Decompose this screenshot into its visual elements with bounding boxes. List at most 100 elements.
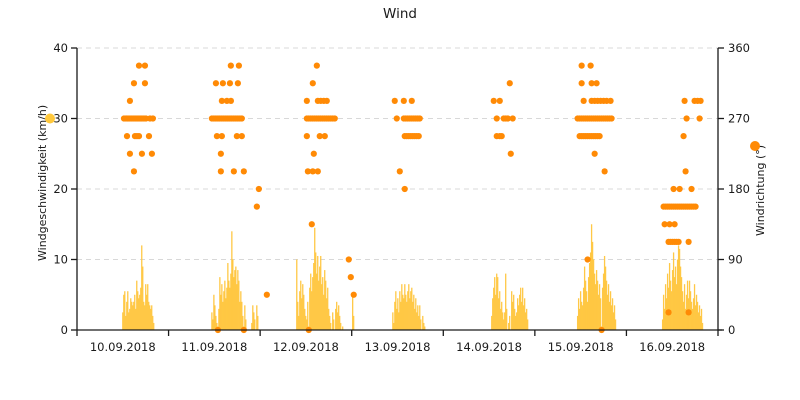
wind-speed-bar	[492, 298, 494, 330]
wind-direction-dot	[587, 62, 594, 69]
wind-speed-bar	[132, 305, 134, 330]
wind-speed-bar	[296, 259, 298, 330]
wind-speed-bar	[323, 294, 325, 330]
wind-speed-bar	[678, 248, 681, 330]
wind-direction-dot	[331, 115, 338, 122]
wind-speed-bar	[692, 298, 695, 330]
wind-speed-bar	[609, 291, 612, 330]
wind-speed-bar	[668, 263, 671, 330]
wind-direction-dot	[680, 133, 687, 140]
wind-speed-legend-marker	[45, 113, 55, 124]
wind-direction-dot	[593, 80, 600, 87]
wind-speed-bar	[307, 301, 309, 330]
wind-speed-bar	[663, 308, 666, 330]
wind-direction-dot	[310, 150, 317, 157]
x-axis-date-label: 10.09.2018	[90, 340, 156, 354]
wind-speed-bar	[211, 312, 213, 330]
wind-speed-bar	[503, 319, 505, 330]
wind-speed-bar	[680, 277, 683, 330]
wind-direction-dot	[212, 80, 220, 87]
wind-speed-bar	[696, 301, 699, 330]
wind-speed-bar	[144, 305, 146, 330]
wind-speed-bar	[224, 280, 226, 330]
wind-speed-bar	[316, 273, 318, 330]
wind-speed-bar	[314, 227, 316, 330]
wind-speed-bar	[318, 280, 320, 330]
wind-direction-dot	[149, 115, 157, 122]
wind-speed-bar	[137, 291, 139, 330]
wind-speed-bar	[518, 305, 520, 330]
left-axis-tick-label: 20	[53, 182, 68, 196]
wind-speed-bar	[605, 280, 608, 330]
left-axis-tick-label: 10	[53, 253, 68, 267]
wind-direction-dot	[323, 97, 330, 104]
wind-speed-bar	[511, 291, 513, 330]
wind-speed-bar	[220, 294, 222, 330]
wind-direction-dot	[580, 97, 587, 104]
wind-speed-bar	[327, 287, 329, 330]
wind-speed-bar	[313, 263, 315, 330]
wind-direction-dot	[148, 150, 156, 157]
wind-direction-dot	[130, 168, 138, 175]
x-axis-date-label: 14.09.2018	[456, 340, 522, 354]
wind-speed-bar	[253, 312, 255, 330]
left-axis-tick-label: 40	[53, 41, 68, 55]
wind-speed-bar	[505, 273, 507, 330]
x-axis-date-label: 12.09.2018	[273, 340, 339, 354]
wind-direction-dot	[347, 274, 354, 281]
wind-direction-dot	[498, 133, 505, 140]
wind-speed-bar	[404, 284, 406, 330]
wind-direction-dot	[130, 80, 138, 87]
wind-speed-bar	[134, 294, 136, 330]
wind-speed-bar	[352, 294, 354, 330]
wind-direction-dot	[596, 133, 603, 140]
wind-speed-bar	[576, 315, 579, 330]
wind-speed-bar	[122, 312, 124, 330]
wind-speed-bar	[242, 315, 244, 330]
wind-speed-bar	[688, 280, 691, 330]
wind-speed-bar	[406, 301, 408, 330]
wind-speed-bar	[227, 263, 229, 330]
wind-speed-bar	[661, 319, 664, 330]
wind-speed-bar	[401, 284, 403, 330]
wind-speed-bar	[502, 312, 504, 330]
wind-speed-bar	[212, 319, 214, 330]
wind-speed-bar	[400, 301, 402, 330]
wind-speed-bar	[684, 308, 687, 330]
right-axis-title: Windrichtung (°)	[754, 145, 767, 236]
wind-speed-bar	[124, 291, 126, 330]
wind-direction-dot	[240, 168, 247, 175]
wind-speed-bar	[674, 266, 677, 330]
wind-speed-bar	[698, 305, 701, 330]
wind-speed-bar	[418, 315, 420, 330]
right-axis-tick-label: 270	[728, 112, 750, 126]
wind-speed-bar	[330, 322, 332, 330]
wind-speed-bar	[491, 315, 493, 330]
wind-direction-dot	[692, 203, 699, 210]
wind-speed-bar	[603, 255, 606, 330]
wind-direction-dot	[490, 97, 497, 104]
wind-direction-dot	[591, 150, 598, 157]
wind-speed-bar	[300, 280, 302, 330]
wind-speed-bar	[146, 294, 148, 330]
wind-speed-bar	[252, 305, 254, 330]
wind-speed-bar	[675, 284, 678, 330]
wind-speed-bar	[593, 273, 596, 330]
wind-speed-bar	[398, 312, 400, 330]
wind-direction-dot	[671, 221, 678, 228]
wind-direction-dot	[238, 133, 245, 140]
wind-speed-bar	[392, 312, 394, 330]
wind-direction-dot	[126, 97, 134, 104]
wind-speed-bar	[326, 298, 328, 330]
wind-direction-dot	[601, 168, 608, 175]
wind-direction-dot	[219, 80, 226, 87]
wind-speed-bar	[303, 294, 305, 330]
wind-direction-dot	[218, 133, 225, 140]
wind-speed-bar	[138, 298, 140, 330]
wind-speed-bar	[230, 273, 232, 330]
wind-speed-bar	[415, 298, 417, 330]
wind-speed-bar	[397, 298, 399, 330]
wind-speed-bar	[411, 287, 413, 330]
wind-speed-bar	[353, 315, 355, 330]
